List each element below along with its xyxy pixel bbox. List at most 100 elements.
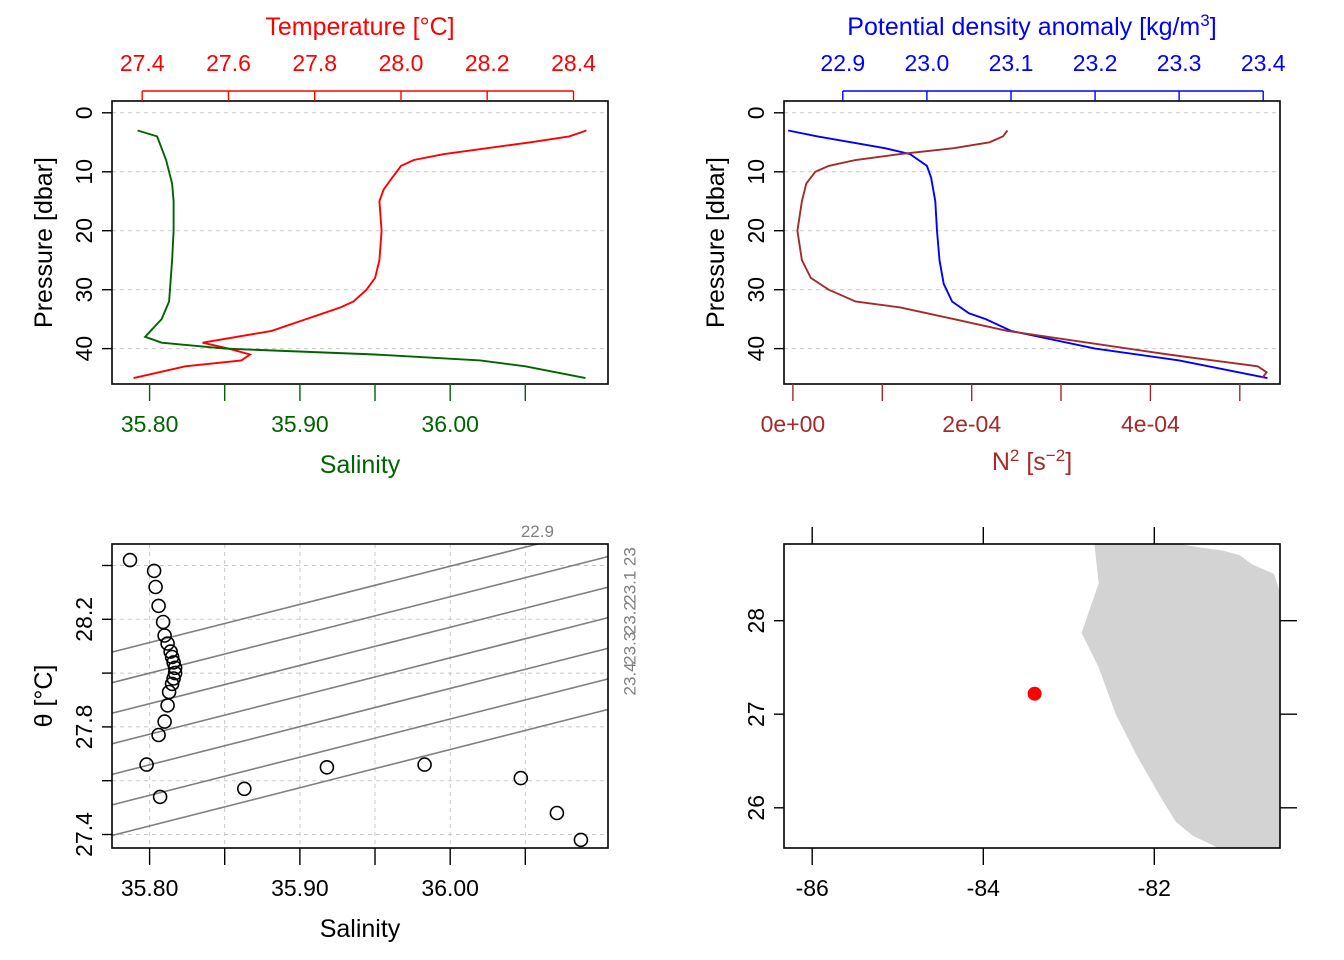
y-axis-title: Pressure [dbar] [702,157,730,328]
top-tick-label: 28.2 [465,50,510,76]
top-tick-label: 23.2 [1073,50,1118,76]
isopycnal-0 [112,544,541,653]
isopycnal-5 [112,678,608,806]
ts-point-9 [166,655,181,670]
land-polygon [1081,544,1280,848]
isopycnal-4 [112,647,608,776]
top-tick-label: 23.4 [1241,50,1286,76]
isopycnal-label: 23.2 [621,601,640,634]
ts-point-5 [157,628,172,643]
x-tick-label: 36.00 [421,875,479,901]
y-tick-label: 10 [71,159,97,185]
panel-station-map: -86 -84 -82 26 27 28 [743,527,1297,901]
ts-point-7 [163,644,178,659]
bottom-axis-title: Salinity [320,451,401,479]
y-tick-label: 20 [71,218,97,244]
y-tick-label: 30 [743,277,769,303]
isopycnal-3 [112,616,608,745]
top-axis-title: Temperature [°C] [265,13,454,41]
isopycnal-label: 23.4 [621,662,640,695]
x-tick-label: 35.80 [121,875,179,901]
ts-point-10 [167,660,183,676]
panel-ts-diagram: 22.9 23 23.123.223.323.4 35.80 35.90 36.00 27.… [30,522,640,943]
profile-line-0 [133,129,587,380]
y-tick-label: 10 [743,159,769,185]
y-tick-label: 0 [71,106,97,119]
isopycnal-label: 23 [621,547,640,566]
top-tick-label: 28.4 [551,50,596,76]
y-tick-label: 40 [743,336,769,362]
ts-point-23 [513,770,529,786]
profile-line-0 [788,129,1268,380]
top-tick-label: 23.0 [905,50,950,76]
lat-tick-label: 28 [743,608,769,634]
ts-point-4 [155,614,171,630]
bottom-tick-label: 4e-04 [1121,411,1180,437]
y-tick-label: 28.2 [71,597,97,642]
y-tick-label: 0 [743,106,769,119]
top-tick-label: 27.6 [206,50,251,76]
y-axis-title: θ [°C] [30,665,58,728]
ts-point-18 [139,757,154,772]
bottom-tick-label: 2e-04 [942,411,1001,437]
ts-point-12 [166,671,181,686]
x-axis-title: Salinity [320,915,401,943]
plot-frame [783,100,1281,385]
bottom-tick-label: 36.00 [421,411,479,437]
isopycnal-label: 23.3 [621,632,640,665]
top-tick-label: 28.0 [379,50,424,76]
bottom-tick-label: 0e+00 [761,411,826,437]
ts-point-16 [157,714,172,729]
x-tick-label: 35.90 [271,875,329,901]
ts-point-2 [148,579,163,595]
profile-line-1 [137,129,586,380]
lon-tick-label: -82 [1138,875,1171,901]
top-tick-label: 27.8 [292,50,337,76]
ts-point-14 [161,684,177,700]
y-axis-title: Pressure [dbar] [30,157,58,328]
isopycnal-label: 23.1 [621,571,640,604]
top-axis-title: Potential density anomaly [kg/m3] [847,11,1216,42]
ts-point-15 [160,698,175,713]
isopycnal-2 [112,586,608,715]
ts-point-19 [152,789,168,805]
ts-point-0 [122,552,138,568]
top-tick-label: 23.3 [1157,50,1202,76]
lat-tick-label: 26 [743,795,769,821]
ts-point-13 [164,676,180,692]
isopycnal-6 [112,708,608,837]
ts-point-1 [146,563,162,579]
map-frame [783,543,1281,849]
panel-temperature-salinity-profile: 0 10 20 30 40 Pressure [dbar] 27.4 27.6 27.8 28.0… [30,13,609,479]
top-tick-label: 22.9 [820,50,865,76]
ts-point-22 [417,757,432,772]
bottom-tick-label: 35.80 [121,411,179,437]
y-tick-label: 27.8 [71,705,97,750]
ts-point-11 [167,665,183,681]
ts-point-25 [573,832,589,848]
ts-point-8 [164,649,180,665]
isopycnal-lines [112,544,608,837]
top-tick-label: 27.4 [120,50,165,76]
ts-point-3 [151,598,166,614]
plot-frame [111,100,609,385]
y-tick-label: 20 [743,218,769,244]
isopycnal-1 [112,555,608,684]
bottom-tick-label: 35.90 [271,411,329,437]
ts-point-21 [319,759,335,775]
isopycnal-label: 22.9 [521,522,554,541]
y-tick-label: 40 [71,336,97,362]
panel-density-n2-profile: 0 10 20 30 40 Pressure [dbar] 22.9 23.0 23.1 23.2… [702,11,1286,477]
ts-point-24 [549,805,565,821]
bottom-axis-title: N2 [s−2] [992,446,1072,477]
y-tick-label: 30 [71,277,97,303]
ts-point-17 [151,727,166,743]
top-tick-label: 23.1 [989,50,1034,76]
plot-frame [111,543,609,849]
station-marker-0 [1027,686,1042,701]
lon-tick-label: -84 [967,875,1000,901]
lat-tick-label: 27 [743,701,769,727]
y-tick-label: 27.4 [71,812,97,857]
ts-point-6 [160,636,175,651]
